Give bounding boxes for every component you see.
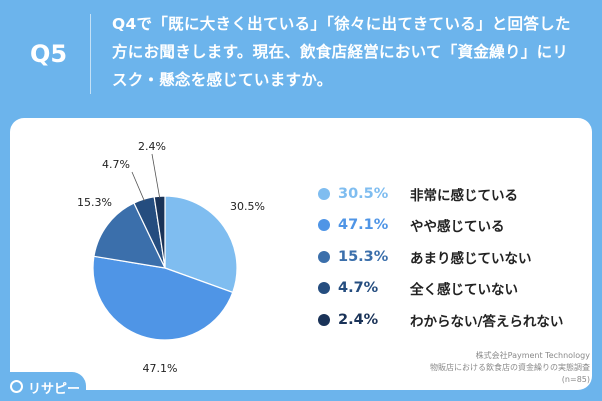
legend-percent: 47.1% [338,217,389,234]
pie-slice [92,255,234,341]
data-label: 30.5% [230,200,265,213]
legend-swatch [318,282,330,295]
legend-percent: 2.4% [338,311,379,328]
legend-percent: 4.7% [338,280,379,297]
source-note: 株式会社Payment Technology 物販店における飲食店の資金繰りの実… [430,350,590,386]
source-company: 株式会社Payment Technology [475,351,590,360]
legend-swatch [318,219,330,232]
question-number: Q5 [30,40,68,68]
legend-label: やや感じている [410,219,505,236]
legend-item: 15.3% あまり感じていない [318,241,563,273]
legend-swatch [318,313,330,326]
question-header: Q5 Q4で「既に大きく出ている」「徐々に出てきている」と回答した方にお聞きしま… [0,0,602,110]
data-label: 47.1% [143,362,178,375]
logo-mark-icon [10,380,23,393]
leader-line [151,153,161,199]
leader-line [131,171,145,202]
source-sample: (n=85) [561,375,590,384]
legend-label: わからない/答えられない [410,313,564,330]
question-text: Q4で「既に大きく出ている」「徐々に出てきている」と回答した方にお聞きします。現… [112,15,571,89]
legend-percent: 30.5% [338,185,389,202]
legend-item: 30.5% 非常に感じている [318,178,563,210]
legend-label: 全く感じていない [410,282,518,299]
data-label: 15.3% [77,196,112,209]
legend-swatch [318,187,330,200]
pie-slice [164,195,238,294]
data-label: 2.4% [138,140,166,153]
chart-legend: 30.5% 非常に感じている 47.1% やや感じている 15.3% あまり感じていない 4… [318,178,563,336]
legend-label: 非常に感じている [410,187,518,204]
legend-label: あまり感じていない [410,250,532,267]
legend-item: 2.4% わからない/答えられない [318,304,563,336]
pie-slice [93,202,167,269]
logo-text: リサピー [28,382,81,397]
header-divider [90,14,91,94]
legend-item: 4.7% 全く感じていない [318,273,563,305]
data-label: 4.7% [102,158,130,171]
legend-item: 47.1% やや感じている [318,210,563,242]
legend-swatch [318,250,330,263]
source-survey: 物販店における飲食店の資金繰りの実態調査 [430,363,590,372]
brand-logo: リサピー [0,372,86,401]
legend-percent: 15.3% [338,248,389,265]
